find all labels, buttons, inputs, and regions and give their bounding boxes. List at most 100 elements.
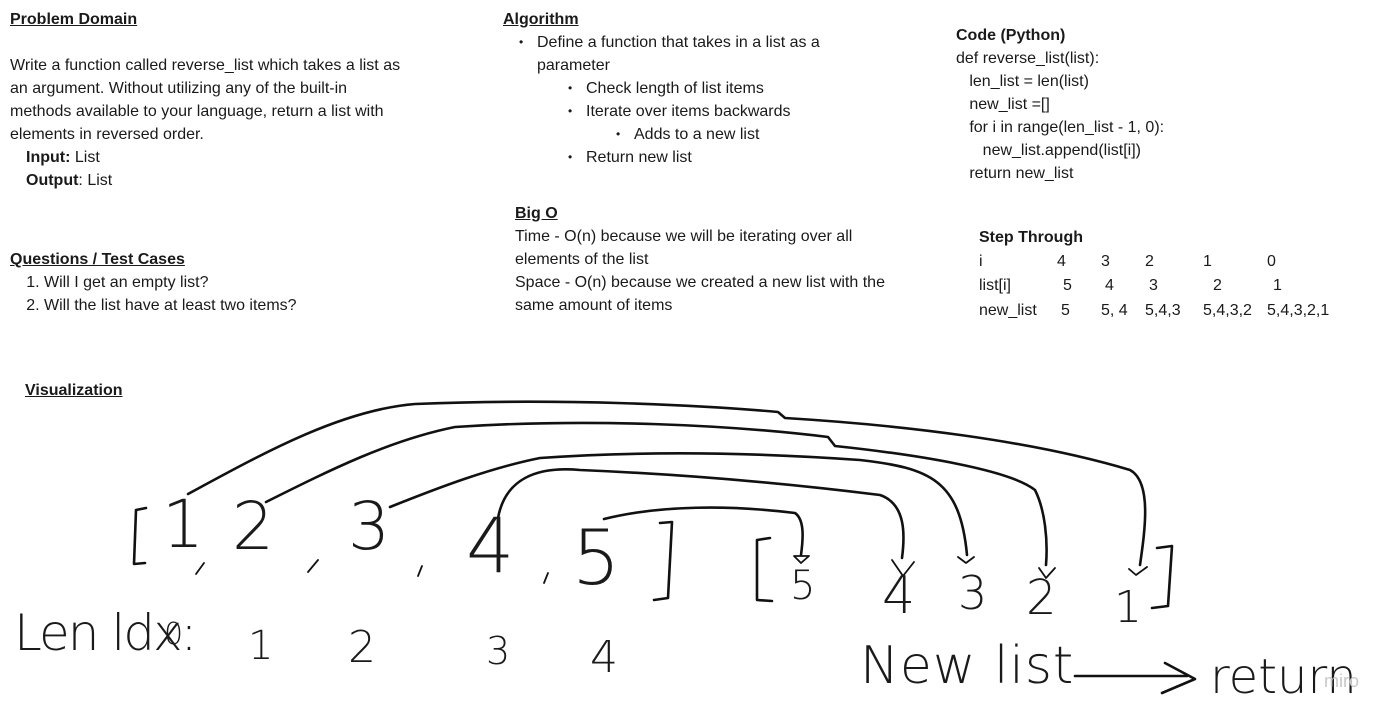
step-through-section: Step Through i 4 3 2 1 0 list[i] 5 4 3 2…	[979, 226, 1369, 323]
input-left-bracket	[132, 506, 148, 566]
output-left-bracket	[755, 536, 774, 603]
step-cell: 3	[1149, 277, 1158, 295]
index-value: 3	[486, 629, 511, 673]
return-caption: return	[1210, 649, 1357, 705]
input-comma	[307, 559, 319, 573]
step-row-label: new_list	[979, 301, 1037, 319]
step-cell: 5, 4	[1101, 301, 1128, 319]
code-line: return new_list	[956, 165, 1074, 182]
output-label: Output	[26, 172, 79, 189]
problem-domain-section: Problem Domain Write a function called r…	[10, 8, 405, 192]
algorithm-substep: Iterate over items backwards	[568, 100, 883, 123]
algorithm-substep: Check length of list items	[568, 77, 883, 100]
big-o-space: Space - O(n) because we created a new li…	[515, 274, 885, 314]
algorithm-subsubsteps: Adds to a new list	[503, 123, 883, 146]
arc-2-to-4th	[264, 421, 1048, 567]
index-value: 2	[348, 622, 376, 673]
step-through-heading: Step Through	[979, 229, 1083, 246]
big-o-section: Big O Time - O(n) because we will be ite…	[515, 202, 915, 317]
step-cell: 1	[1203, 252, 1212, 270]
questions-heading: Questions / Test Cases	[10, 251, 185, 268]
arc-4-to-2nd	[496, 468, 905, 560]
algorithm-heading: Algorithm	[503, 11, 579, 28]
question-item: Will the list have at least two items?	[44, 294, 430, 317]
new-list-caption: New list	[860, 636, 1075, 696]
algorithm-substeps: Check length of list items Iterate over …	[503, 77, 883, 123]
output-element: 2	[1026, 570, 1057, 626]
input-element: 4	[466, 501, 515, 590]
code-line: for i in range(len_list - 1, 0):	[956, 119, 1165, 136]
step-cell: 5,4,3	[1145, 301, 1181, 319]
input-value: List	[70, 149, 100, 166]
step-through-table: i 4 3 2 1 0 list[i] 5 4 3 2 1 new_list 5…	[979, 249, 1329, 323]
step-row-label: list[i]	[979, 277, 1011, 295]
arc-1-to-last	[186, 400, 1147, 567]
index-value: 0	[164, 617, 184, 652]
miro-watermark: miro	[1324, 671, 1359, 691]
algorithm-section: Algorithm Define a function that takes i…	[503, 8, 883, 169]
big-o-heading: Big O	[515, 205, 558, 222]
algorithm-step-text: Define a function that takes in a list a…	[537, 34, 820, 74]
step-row-list-i: list[i] 5 4 3 2 1	[979, 274, 1329, 299]
algorithm-subsubstep: Adds to a new list	[616, 123, 883, 146]
algorithm-substep: Return new list	[568, 146, 883, 169]
code-line: new_list.append(list[i])	[956, 142, 1141, 159]
arrowhead-icon	[891, 559, 915, 577]
code-section: Code (Python) def reverse_list(list): le…	[956, 24, 1356, 185]
algorithm-step: Define a function that takes in a list a…	[519, 31, 847, 77]
input-right-bracket	[652, 520, 674, 602]
problem-domain-heading: Problem Domain	[10, 11, 138, 28]
arrowhead-icon	[1128, 566, 1148, 576]
arrowhead-icon	[1038, 567, 1056, 579]
output-right-bracket	[1150, 544, 1174, 610]
input-comma	[195, 562, 205, 575]
index-value: 1	[248, 623, 274, 669]
input-element: 2	[232, 488, 274, 565]
input-comma	[543, 572, 549, 584]
step-cell: 3	[1101, 252, 1110, 270]
input-element: 5	[572, 513, 621, 602]
step-cell: 0	[1267, 252, 1276, 270]
output-element: 1	[1114, 582, 1142, 633]
questions-section: Questions / Test Cases Will I get an emp…	[10, 248, 430, 317]
step-row-label: i	[979, 252, 983, 270]
step-cell: 4	[1057, 252, 1066, 270]
arc-5-to-1st	[602, 506, 804, 557]
step-cell: 5	[1063, 277, 1072, 295]
step-row-i: i 4 3 2 1 0	[979, 249, 1329, 274]
input-element: 3	[348, 488, 390, 565]
return-arrow-head	[1160, 661, 1197, 695]
index-label: Len ldx:	[14, 604, 197, 662]
index-value: 4	[590, 632, 618, 683]
step-row-new-list: new_list 5 5, 4 5,4,3 5,4,3,2 5,4,3,2,1	[979, 298, 1329, 323]
code-line: def reverse_list(list):	[956, 50, 1100, 67]
question-item: Will I get an empty list?	[44, 271, 430, 294]
step-cell: 4	[1105, 277, 1114, 295]
arrowhead-icon	[957, 556, 975, 564]
step-cell: 1	[1273, 277, 1282, 295]
algorithm-substeps-end: Return new list	[503, 146, 883, 169]
output-value: : List	[78, 172, 113, 189]
visualization-heading: Visualization	[25, 382, 123, 399]
code-heading: Code (Python)	[956, 27, 1066, 44]
code-line: len_list = len(list)	[956, 73, 1089, 90]
output-element: 4	[882, 566, 916, 626]
problem-output: Output: List	[10, 169, 405, 192]
output-element: 5	[790, 563, 816, 609]
problem-description: Write a function called reverse_list whi…	[10, 57, 401, 143]
algorithm-list: Define a function that takes in a list a…	[503, 31, 847, 77]
step-cell: 2	[1145, 252, 1154, 270]
big-o-time: Time - O(n) because we will be iterating…	[515, 228, 853, 268]
problem-input: Input: List	[10, 146, 405, 169]
step-cell: 5	[1061, 301, 1070, 319]
arc-3-to-3rd	[388, 452, 969, 557]
input-label: Input:	[26, 149, 71, 166]
input-element: 1	[162, 486, 204, 563]
input-comma	[417, 565, 423, 577]
arrowhead-icon	[793, 555, 810, 564]
step-cell: 5,4,3,2	[1203, 301, 1252, 319]
step-cell: 5,4,3,2,1	[1267, 301, 1330, 319]
questions-list: Will I get an empty list? Will the list …	[10, 271, 430, 317]
code-line: new_list =[]	[956, 96, 1050, 113]
